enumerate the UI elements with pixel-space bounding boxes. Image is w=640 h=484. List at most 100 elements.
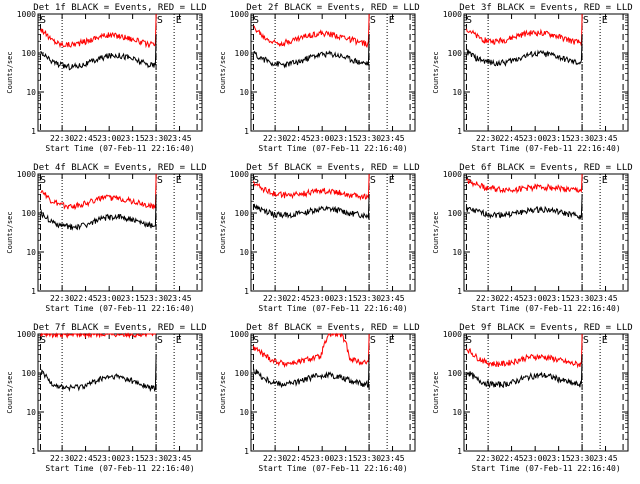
x-tick-label: 23:15 — [334, 134, 358, 143]
x-axis-label: Start Time (07-Feb-11 22:16:40) — [471, 464, 620, 473]
end-marker-label: E — [176, 335, 182, 346]
x-tick-label: 23:00 — [523, 454, 547, 463]
end-marker-label: E — [176, 15, 182, 26]
x-axis-label: Start Time (07-Feb-11 22:16:40) — [258, 464, 407, 473]
series-line-black — [40, 194, 157, 231]
plot-title: Det 5f BLACK = Events, RED = LLD — [246, 163, 419, 173]
plot-panel-2: Det 2f BLACK = Events, RED = LLD 1 10 100 10… — [219, 3, 420, 153]
x-tick-label: 23:00 — [97, 134, 121, 143]
y-tick-label: 100 — [22, 209, 37, 218]
x-tick-label: 23:15 — [547, 454, 571, 463]
y-axis-label: Counts/sec — [219, 371, 227, 413]
plot-panel-1: Det 1f BLACK = Events, RED = LLD 1 10 100 10… — [6, 3, 207, 153]
x-tick-label: 23:30 — [357, 454, 381, 463]
start-marker-label: S — [157, 15, 163, 26]
x-tick-label: 22:30 — [476, 134, 500, 143]
plot-panel-9: Det 9f BLACK = Events, RED = LLD 1 10 100 10… — [432, 323, 633, 473]
x-axis-label: Start Time (07-Feb-11 22:16:40) — [258, 144, 407, 153]
x-tick-label: 22:45 — [500, 294, 524, 303]
start-marker-label: S — [253, 335, 259, 346]
series-line-red — [466, 333, 583, 369]
x-tick-label: 23:30 — [357, 294, 381, 303]
y-tick-label: 1000 — [230, 330, 249, 339]
end-marker-label: E — [389, 175, 395, 186]
plot-panel-7: Det 7f BLACK = Events, RED = LLD 1 10 100 10… — [6, 323, 207, 473]
start-marker-label: S — [466, 335, 472, 346]
start-marker-label: S — [466, 15, 472, 26]
y-tick-label: 100 — [22, 369, 37, 378]
x-tick-label: 23:15 — [121, 294, 145, 303]
x-axis-label: Start Time (07-Feb-11 22:16:40) — [45, 304, 194, 313]
start-marker-label: S — [583, 175, 589, 186]
series-line-black — [466, 354, 583, 389]
y-tick-label: 1 — [244, 287, 249, 296]
x-tick-label: 22:30 — [50, 294, 74, 303]
y-tick-label: 10 — [452, 88, 462, 97]
plot-panel-6: Det 6f BLACK = Events, RED = LLD 1 10 100 10… — [432, 163, 633, 313]
y-tick-label: 1000 — [230, 170, 249, 179]
x-tick-label: 23:45 — [593, 294, 617, 303]
x-tick-label: 22:45 — [74, 134, 98, 143]
y-tick-label: 100 — [448, 209, 463, 218]
y-tick-label: 100 — [235, 49, 250, 58]
y-axis-label: Counts/sec — [6, 371, 14, 413]
y-tick-label: 100 — [448, 49, 463, 58]
series-line-red — [40, 173, 157, 211]
y-tick-label: 10 — [239, 248, 249, 257]
y-tick-label: 10 — [26, 88, 36, 97]
start-marker-label: S — [40, 175, 46, 186]
x-tick-label: 23:15 — [334, 294, 358, 303]
x-tick-label: 23:45 — [167, 454, 191, 463]
plot-title: Det 1f BLACK = Events, RED = LLD — [33, 3, 206, 13]
y-tick-label: 1000 — [230, 10, 249, 19]
plot-title: Det 7f BLACK = Events, RED = LLD — [33, 323, 206, 333]
x-axis-label: Start Time (07-Feb-11 22:16:40) — [45, 144, 194, 153]
series-line-black — [40, 354, 157, 393]
x-tick-label: 23:30 — [144, 454, 168, 463]
plot-frame — [463, 173, 629, 292]
plot-title: Det 6f BLACK = Events, RED = LLD — [459, 163, 632, 173]
x-tick-label: 23:30 — [144, 294, 168, 303]
y-tick-label: 1 — [244, 447, 249, 456]
x-tick-label: 23:45 — [380, 454, 404, 463]
start-marker-label: S — [157, 175, 163, 186]
plot-frame — [463, 13, 629, 132]
x-axis-label: Start Time (07-Feb-11 22:16:40) — [471, 304, 620, 313]
y-tick-label: 100 — [235, 209, 250, 218]
y-tick-label: 1000 — [17, 170, 36, 179]
y-axis-label: Counts/sec — [219, 51, 227, 93]
plot-frame — [37, 333, 203, 452]
x-tick-label: 22:45 — [287, 134, 311, 143]
x-tick-label: 23:30 — [570, 134, 594, 143]
start-marker-label: S — [466, 175, 472, 186]
series-line-black — [40, 34, 157, 71]
y-tick-label: 1 — [457, 127, 462, 136]
x-tick-label: 22:30 — [50, 134, 74, 143]
x-tick-label: 23:00 — [310, 454, 334, 463]
y-tick-label: 10 — [26, 248, 36, 257]
x-axis-label: Start Time (07-Feb-11 22:16:40) — [471, 144, 620, 153]
y-tick-label: 100 — [448, 369, 463, 378]
y-tick-label: 100 — [22, 49, 37, 58]
x-tick-label: 23:15 — [334, 454, 358, 463]
x-tick-label: 23:15 — [121, 134, 145, 143]
x-tick-label: 23:15 — [547, 294, 571, 303]
end-marker-label: E — [602, 15, 608, 26]
x-tick-label: 22:30 — [263, 294, 287, 303]
x-tick-label: 23:45 — [167, 134, 191, 143]
x-tick-label: 23:45 — [593, 134, 617, 143]
y-tick-label: 10 — [452, 408, 462, 417]
series-line-black — [253, 34, 370, 69]
x-tick-label: 22:45 — [74, 454, 98, 463]
x-axis-label: Start Time (07-Feb-11 22:16:40) — [258, 304, 407, 313]
plot-title: Det 4f BLACK = Events, RED = LLD — [33, 163, 206, 173]
start-marker-label: S — [370, 175, 376, 186]
y-axis-label: Counts/sec — [432, 371, 440, 413]
plot-frame — [37, 13, 203, 132]
plot-frame — [250, 333, 416, 452]
x-tick-label: 22:45 — [287, 294, 311, 303]
x-tick-label: 22:30 — [476, 454, 500, 463]
series-line-black — [466, 194, 583, 220]
x-tick-label: 22:45 — [74, 294, 98, 303]
